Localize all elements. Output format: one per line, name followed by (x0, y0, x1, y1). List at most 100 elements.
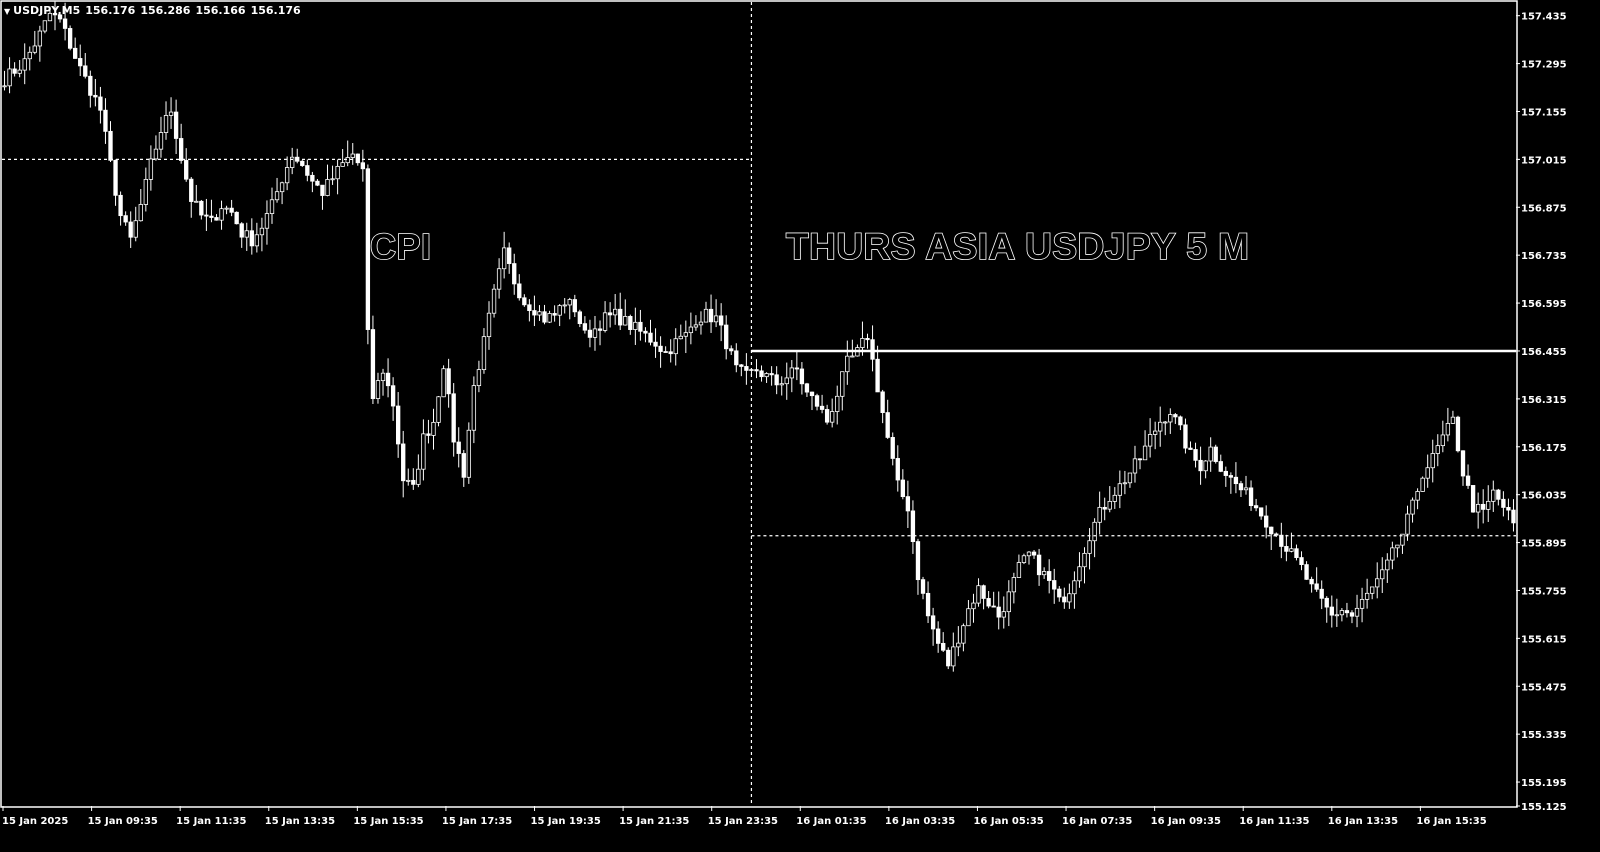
candle (163, 101, 169, 140)
symbol-header: ▼ USDJPY,M5 156.176 156.286 156.166 156.176 (4, 4, 301, 17)
candle (436, 396, 441, 427)
candle (32, 30, 37, 55)
candle (1178, 415, 1183, 431)
candle (1163, 421, 1168, 436)
candle (1142, 430, 1148, 461)
candle (1152, 421, 1158, 450)
candle (668, 339, 673, 363)
candle (794, 351, 800, 381)
candle (1501, 491, 1506, 517)
candle (1415, 488, 1420, 510)
y-tick-label: 156.175 (1521, 443, 1567, 454)
candle (804, 382, 810, 397)
candle (340, 149, 345, 167)
x-tick-label: 16 Jan 03:35 (885, 816, 955, 827)
high-value: 156.286 (140, 4, 191, 17)
low-value: 156.166 (195, 4, 246, 17)
y-tick-label: 155.335 (1521, 730, 1567, 741)
candle (708, 294, 714, 333)
y-tick-label: 157.435 (1521, 12, 1567, 23)
candle (1470, 485, 1476, 513)
x-tick-label: 15 Jan 23:35 (708, 816, 778, 827)
candle (653, 328, 658, 358)
candle (1319, 580, 1324, 610)
symbol-label: USDJPY,M5 (13, 4, 81, 17)
candle (1198, 446, 1203, 485)
candle (416, 454, 421, 488)
candle (133, 206, 138, 242)
candle (83, 53, 88, 79)
candle (73, 37, 78, 59)
triangle-down-icon[interactable]: ▼ (4, 7, 11, 16)
candle (966, 600, 971, 627)
candle (607, 302, 613, 328)
candle (1304, 561, 1309, 580)
candle (880, 389, 885, 424)
candle (310, 171, 315, 193)
candle (27, 46, 32, 71)
candle (360, 149, 366, 182)
candle (491, 284, 497, 318)
candle (1016, 554, 1022, 578)
candle (1258, 507, 1264, 520)
candle (385, 358, 391, 398)
candle (451, 383, 456, 457)
candle (759, 365, 764, 382)
candle (1097, 491, 1102, 535)
candle (1506, 498, 1511, 521)
candle (168, 97, 174, 129)
candle (512, 253, 517, 295)
candle (1344, 602, 1350, 618)
candle (552, 305, 557, 322)
candle (577, 309, 583, 328)
candle (224, 205, 229, 215)
candle (830, 398, 835, 428)
candle (2, 70, 7, 91)
time-axis[interactable]: 15 Jan 2025 15 Jan 09:35 15 Jan 11:35 15 Ja… (2, 806, 1487, 827)
candle (532, 295, 537, 327)
candle (981, 584, 986, 610)
x-tick-label: 16 Jan 15:35 (1416, 816, 1486, 827)
candle (744, 353, 749, 385)
candle (1359, 587, 1365, 623)
candle (602, 301, 608, 333)
candle (961, 623, 966, 652)
candle (1203, 460, 1208, 479)
x-tick-label: 16 Jan 11:35 (1239, 816, 1309, 827)
candle (1390, 541, 1395, 570)
candle (718, 303, 724, 342)
candle (264, 200, 270, 245)
candle (1223, 466, 1228, 487)
candle (128, 211, 133, 248)
x-tick-label: 15 Jan 13:35 (265, 816, 335, 827)
candle (875, 345, 880, 393)
candle (108, 121, 113, 163)
candle (890, 432, 895, 466)
candle (547, 310, 552, 324)
candle (724, 315, 729, 360)
candle (214, 214, 219, 221)
candle (941, 632, 946, 652)
candle (915, 538, 921, 595)
candle (274, 177, 280, 203)
session-annotation: THURS ASIA USDJPY 5 M (785, 225, 1250, 268)
chart-overlays (2, 2, 1516, 806)
candle (401, 430, 406, 498)
price-axis[interactable]: 157.435 157.295 157.155 157.015 156.875 156.7… (1516, 12, 1567, 813)
candle (290, 147, 295, 175)
candle (1334, 598, 1340, 627)
candle (925, 581, 931, 624)
candle (1047, 559, 1052, 594)
candle (784, 362, 789, 400)
candle (189, 177, 194, 218)
candle (769, 366, 774, 386)
candle (1370, 586, 1375, 600)
candle (643, 327, 648, 343)
candle (239, 222, 244, 248)
y-tick-label: 155.755 (1521, 586, 1567, 597)
candle (693, 315, 699, 331)
candle (471, 376, 477, 444)
candle (1067, 583, 1072, 609)
x-tick-label: 15 Jan 09:35 (88, 816, 158, 827)
